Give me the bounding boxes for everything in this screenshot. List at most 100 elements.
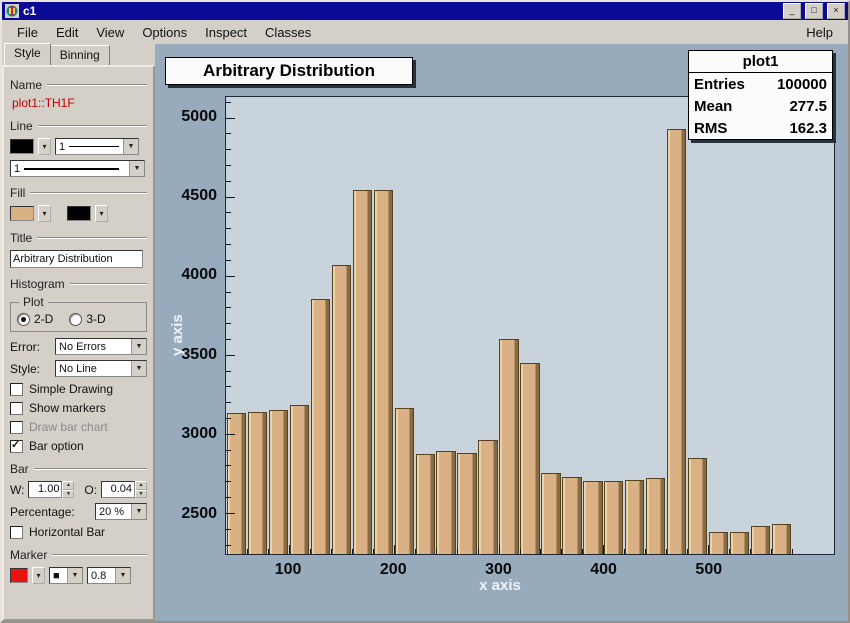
y-tick-label: 2500 [181, 504, 217, 522]
x-axis-tick [561, 549, 563, 554]
histogram-bar[interactable] [604, 481, 624, 554]
spin-up-icon[interactable]: ▲ [62, 481, 75, 490]
menu-help[interactable]: Help [806, 24, 833, 40]
fill-color-chevron-down-icon[interactable]: ▾ [38, 205, 51, 222]
line-width-combo[interactable]: 1 ▼ [10, 160, 145, 177]
x-axis-tick [750, 549, 752, 554]
fill-pattern-chevron-down-icon[interactable]: ▾ [95, 205, 108, 222]
fill-pattern-swatch[interactable] [67, 206, 91, 221]
line-style-combo[interactable]: 1 ▼ [55, 138, 139, 155]
line-color-swatch[interactable] [10, 139, 34, 154]
histogram-bar[interactable] [709, 531, 729, 554]
histogram-bar[interactable] [750, 525, 771, 554]
checkbox-bar-option[interactable]: Bar option [10, 438, 147, 453]
marker-style-icon: ■ [53, 569, 60, 582]
menu-file[interactable]: File [17, 24, 38, 40]
histogram-bar[interactable] [583, 481, 603, 554]
chevron-down-icon[interactable]: ▼ [123, 139, 138, 154]
x-axis-tick [666, 549, 668, 554]
histogram-bar[interactable] [331, 265, 351, 554]
stats-box[interactable]: plot1 Entries 100000 Mean 277.5 RMS 162.3 [688, 50, 833, 140]
tab-binning[interactable]: Binning [49, 45, 110, 65]
marker-size-combo[interactable]: 0.8 ▼ [87, 567, 131, 584]
x-tick-label: 200 [379, 561, 407, 578]
checkbox-horizontal-bar[interactable]: Horizontal Bar [10, 525, 147, 539]
line-width-sample [24, 167, 120, 170]
histogram-bar[interactable] [394, 407, 414, 554]
histogram-bar[interactable] [436, 451, 456, 554]
marker-color-chevron-down-icon[interactable]: ▾ [32, 567, 45, 584]
line-color-chevron-down-icon[interactable]: ▾ [38, 138, 51, 155]
radio-icon [69, 312, 83, 326]
titlebar[interactable]: c1 _ □ × [2, 2, 848, 20]
window-title: c1 [23, 4, 37, 18]
histogram-bar[interactable] [771, 523, 792, 554]
menu-view[interactable]: View [96, 24, 125, 40]
plot-groupbox: Plot 2-D 3-D [10, 295, 147, 332]
menu-inspect[interactable]: Inspect [205, 24, 248, 40]
spin-up-icon[interactable]: ▲ [135, 481, 147, 490]
histogram-bar[interactable] [688, 458, 708, 554]
checkbox-draw-bar-chart: Draw bar chart [10, 420, 147, 434]
bar-width-spinner[interactable]: 1.00 ▲ ▼ [28, 481, 75, 498]
histogram-bar[interactable] [373, 190, 393, 554]
histogram-bar[interactable] [625, 479, 645, 554]
spin-down-icon[interactable]: ▼ [62, 489, 75, 498]
fill-color-swatch[interactable] [10, 206, 34, 221]
histogram-bar[interactable] [247, 411, 268, 554]
chevron-down-icon[interactable]: ▼ [67, 568, 82, 583]
histogram-bar[interactable] [457, 452, 477, 554]
histogram-bar[interactable] [226, 413, 247, 554]
plot-title[interactable]: Arbitrary Distribution [165, 57, 413, 85]
histogram-bar[interactable] [352, 190, 372, 554]
title-section-header: Title [10, 231, 147, 245]
plot-frame[interactable] [225, 96, 835, 555]
style-combo[interactable]: No Line ▼ [55, 360, 147, 377]
histogram-bar[interactable] [646, 478, 666, 554]
editor-tabs: Style Binning [2, 43, 155, 65]
checkbox-simple-drawing[interactable]: Simple Drawing [10, 382, 147, 396]
y-tick-label: 5000 [181, 107, 217, 125]
checkbox-icon [10, 438, 23, 453]
bar-offset-spinner[interactable]: 0.04 ▲ ▼ [101, 481, 147, 498]
histogram-bar[interactable] [268, 410, 289, 554]
histogram-bar[interactable] [562, 476, 582, 554]
marker-style-combo[interactable]: ■ ▼ [49, 567, 83, 584]
radio-3d[interactable]: 3-D [69, 312, 106, 326]
close-button[interactable]: × [827, 3, 845, 19]
percentage-combo[interactable]: 20 % ▼ [95, 503, 147, 520]
histogram-bar[interactable] [499, 338, 519, 554]
chevron-down-icon[interactable]: ▼ [131, 361, 146, 376]
marker-color-swatch[interactable] [10, 568, 28, 583]
editor-panel: Style Binning Name plot1::TH1F Line ▾ 1 … [2, 43, 155, 621]
error-combo[interactable]: No Errors ▼ [55, 338, 147, 355]
menu-edit[interactable]: Edit [55, 24, 79, 40]
histogram-bar[interactable] [478, 440, 498, 554]
menu-classes[interactable]: Classes [265, 24, 312, 40]
menu-options[interactable]: Options [142, 24, 188, 40]
chevron-down-icon[interactable]: ▼ [131, 339, 146, 354]
histogram-bar[interactable] [667, 128, 687, 554]
radio-2d[interactable]: 2-D [17, 312, 53, 326]
histogram-bar[interactable] [541, 473, 561, 554]
maximize-button[interactable]: □ [805, 3, 823, 19]
histogram-bar[interactable] [520, 362, 540, 554]
chevron-down-icon[interactable]: ▼ [131, 504, 146, 519]
spin-down-icon[interactable]: ▼ [135, 489, 147, 498]
tab-style[interactable]: Style [4, 43, 51, 65]
title-input[interactable] [10, 250, 143, 268]
y-axis-tick [226, 291, 231, 293]
chevron-down-icon[interactable]: ▼ [129, 161, 144, 176]
checkbox-show-markers[interactable]: Show markers [10, 401, 147, 415]
histogram-bar[interactable] [415, 454, 435, 554]
y-axis-tick [226, 117, 235, 119]
y-axis-tick [226, 323, 231, 325]
y-axis-tick [226, 307, 231, 309]
minimize-button[interactable]: _ [783, 3, 801, 19]
histogram-bar[interactable] [730, 531, 750, 554]
y-axis-tick [226, 370, 231, 372]
histogram-bar[interactable] [289, 404, 310, 554]
histogram-bar[interactable] [310, 298, 330, 554]
chevron-down-icon[interactable]: ▼ [115, 568, 130, 583]
canvas-area[interactable]: Arbitrary Distribution plot1 Entries 1000… [155, 44, 848, 621]
